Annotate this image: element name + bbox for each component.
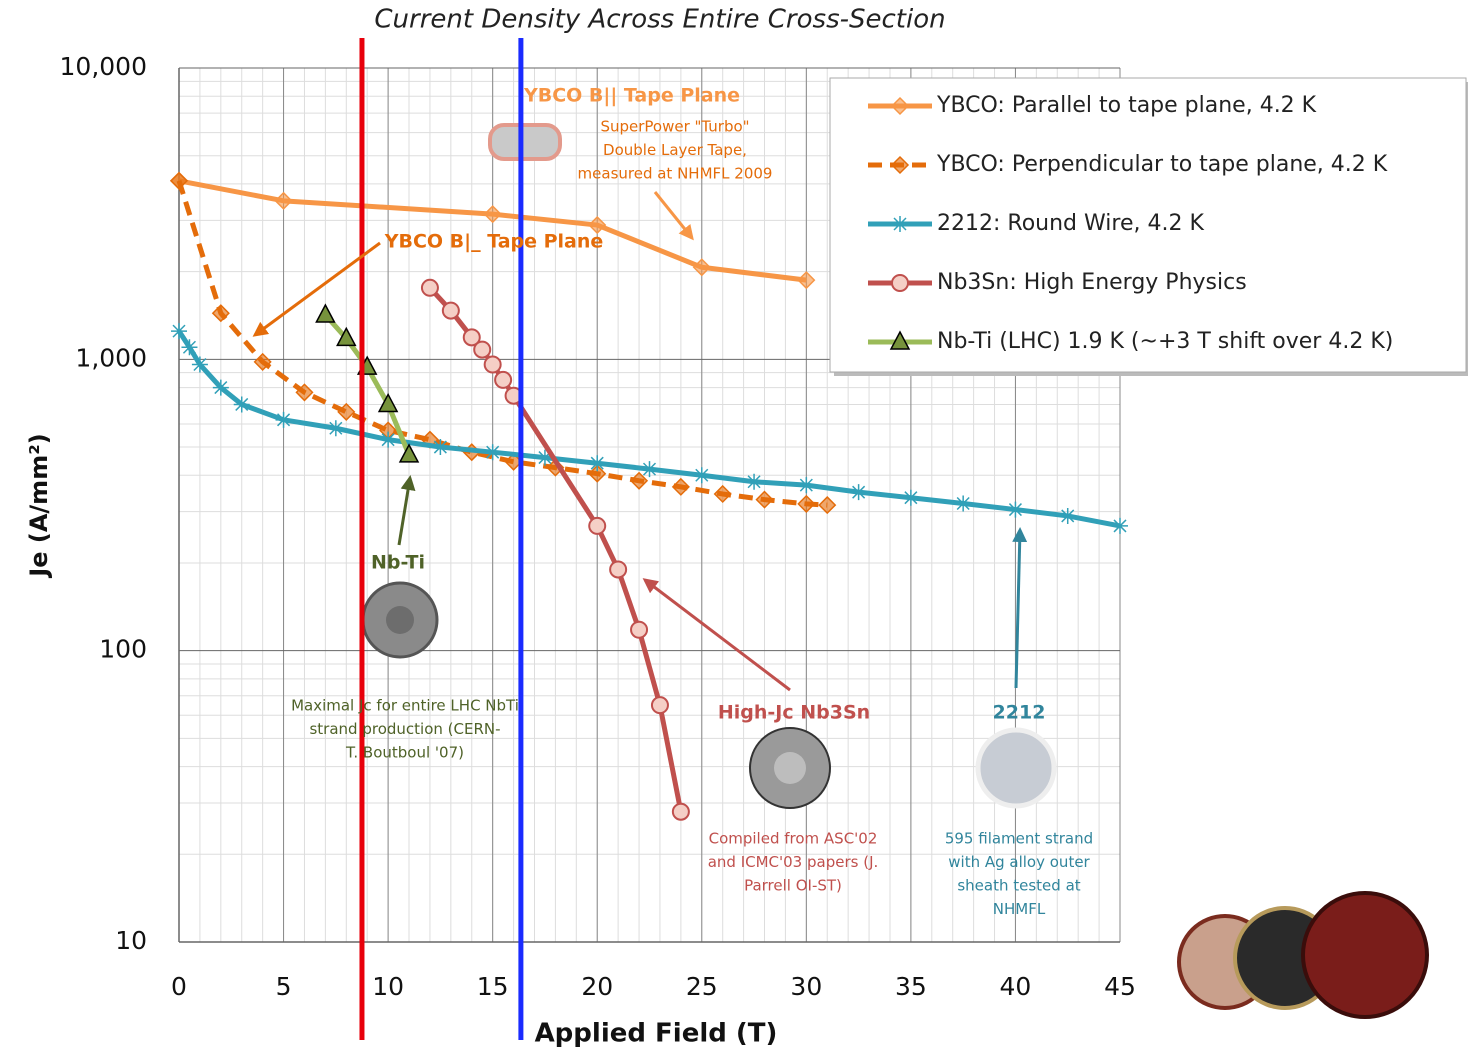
- data-point: [694, 467, 710, 483]
- data-point: [798, 477, 814, 493]
- x-tick-label: 5: [276, 972, 292, 1001]
- annotation: with Ag alloy outer: [948, 853, 1090, 871]
- data-point: [642, 461, 658, 477]
- legend-label: YBCO: Perpendicular to tape plane, 4.2 K: [936, 152, 1388, 177]
- arrow: [655, 192, 692, 238]
- annotation: strand production (CERN-: [309, 720, 500, 738]
- data-point: [485, 206, 501, 222]
- x-tick-label: 40: [1000, 972, 1032, 1001]
- data-point: [610, 561, 626, 577]
- y-tick-label: 100: [99, 635, 147, 664]
- legend-marker: [892, 216, 908, 232]
- annotation: 595 filament strand: [945, 830, 1093, 848]
- logo: [1303, 893, 1427, 1017]
- annotation: High-Jc Nb3Sn: [718, 702, 870, 724]
- data-point: [422, 280, 438, 296]
- data-point: [589, 455, 605, 471]
- x-axis-label: Applied Field (T): [535, 1019, 778, 1049]
- data-point: [819, 497, 835, 513]
- x-tick-label: 30: [790, 972, 822, 1001]
- data-point: [798, 272, 814, 288]
- data-point: [234, 396, 250, 412]
- x-tick-label: 0: [171, 972, 187, 1001]
- y-tick-label: 1,000: [75, 343, 147, 372]
- annotation: YBCO B|_ Tape Plane: [384, 231, 604, 253]
- bi2212-wire-icon: [978, 730, 1054, 806]
- data-point: [328, 420, 344, 436]
- annotation: Double Layer Tape,: [603, 141, 747, 159]
- tape-icon: [490, 125, 560, 159]
- data-point: [316, 305, 334, 322]
- data-point: [851, 484, 867, 500]
- data-point: [380, 432, 396, 448]
- data-point: [1112, 518, 1128, 534]
- data-point: [276, 412, 292, 428]
- annotation: sheath tested at: [957, 877, 1080, 895]
- data-point: [213, 305, 229, 321]
- data-point: [276, 193, 292, 209]
- annotation: and ICMC'03 papers (J.: [708, 853, 879, 871]
- chart: Current Density Across Entire Cross-Sect…: [0, 0, 1468, 1051]
- annotation: Compiled from ASC'02: [709, 830, 878, 848]
- arrow: [645, 580, 790, 690]
- data-point: [443, 303, 459, 319]
- data-point: [955, 495, 971, 511]
- data-point: [213, 380, 229, 396]
- legend-label: Nb3Sn: High Energy Physics: [937, 270, 1247, 295]
- y-axis-label: Je (A/mm²): [25, 433, 53, 578]
- legend-label: YBCO: Parallel to tape plane, 4.2 K: [936, 93, 1317, 118]
- y-tick-label: 10: [115, 926, 147, 955]
- x-tick-label: 10: [372, 972, 404, 1001]
- legend-label: 2212: Round Wire, 4.2 K: [937, 211, 1204, 236]
- data-point: [495, 372, 511, 388]
- data-point: [1007, 502, 1023, 518]
- data-point: [903, 490, 919, 506]
- data-point: [171, 323, 187, 339]
- data-point: [192, 356, 208, 372]
- y-tick-label: 10,000: [60, 52, 147, 81]
- annotation: SuperPower "Turbo": [600, 118, 749, 136]
- data-point: [798, 496, 814, 512]
- legend: YBCO: Parallel to tape plane, 4.2 K YBCO:…: [830, 78, 1468, 376]
- chart-title: Current Density Across Entire Cross-Sect…: [374, 5, 945, 35]
- x-tick-label: 20: [581, 972, 613, 1001]
- nbti-core: [386, 606, 414, 634]
- data-point: [474, 342, 490, 358]
- data-point: [694, 259, 710, 275]
- nb3sn-core: [774, 752, 806, 784]
- annotation: Nb-Ti: [371, 552, 425, 574]
- data-point: [432, 439, 448, 455]
- annotation: 2212: [993, 702, 1046, 724]
- x-tick-label: 35: [895, 972, 927, 1001]
- data-point: [338, 404, 354, 420]
- data-point: [485, 356, 501, 372]
- data-point: [746, 474, 762, 490]
- data-point: [485, 444, 501, 460]
- data-point: [757, 492, 773, 508]
- data-point: [181, 339, 197, 355]
- annotation: NHMFL: [993, 900, 1046, 918]
- data-point: [1060, 508, 1076, 524]
- data-point: [715, 486, 731, 502]
- annotation: Maximal Jc for entire LHC NbTi: [291, 697, 519, 715]
- annotation: measured at NHMFL 2009: [578, 165, 773, 183]
- legend-marker: [892, 275, 908, 291]
- legend-label: Nb-Ti (LHC) 1.9 K (~+3 T shift over 4.2 …: [937, 329, 1393, 354]
- data-point: [673, 804, 689, 820]
- data-point: [631, 622, 647, 638]
- annotation: T. Boutboul '07): [345, 744, 464, 762]
- annotation: YBCO B|| Tape Plane: [523, 85, 740, 107]
- data-point: [589, 518, 605, 534]
- data-point: [673, 479, 689, 495]
- data-point: [652, 697, 668, 713]
- data-point: [171, 173, 187, 189]
- x-tick-label: 25: [686, 972, 718, 1001]
- x-tick-label: 15: [477, 972, 509, 1001]
- series-line: [179, 181, 827, 505]
- x-tick-label: 45: [1104, 972, 1136, 1001]
- annotation: Parrell OI-ST): [744, 877, 842, 895]
